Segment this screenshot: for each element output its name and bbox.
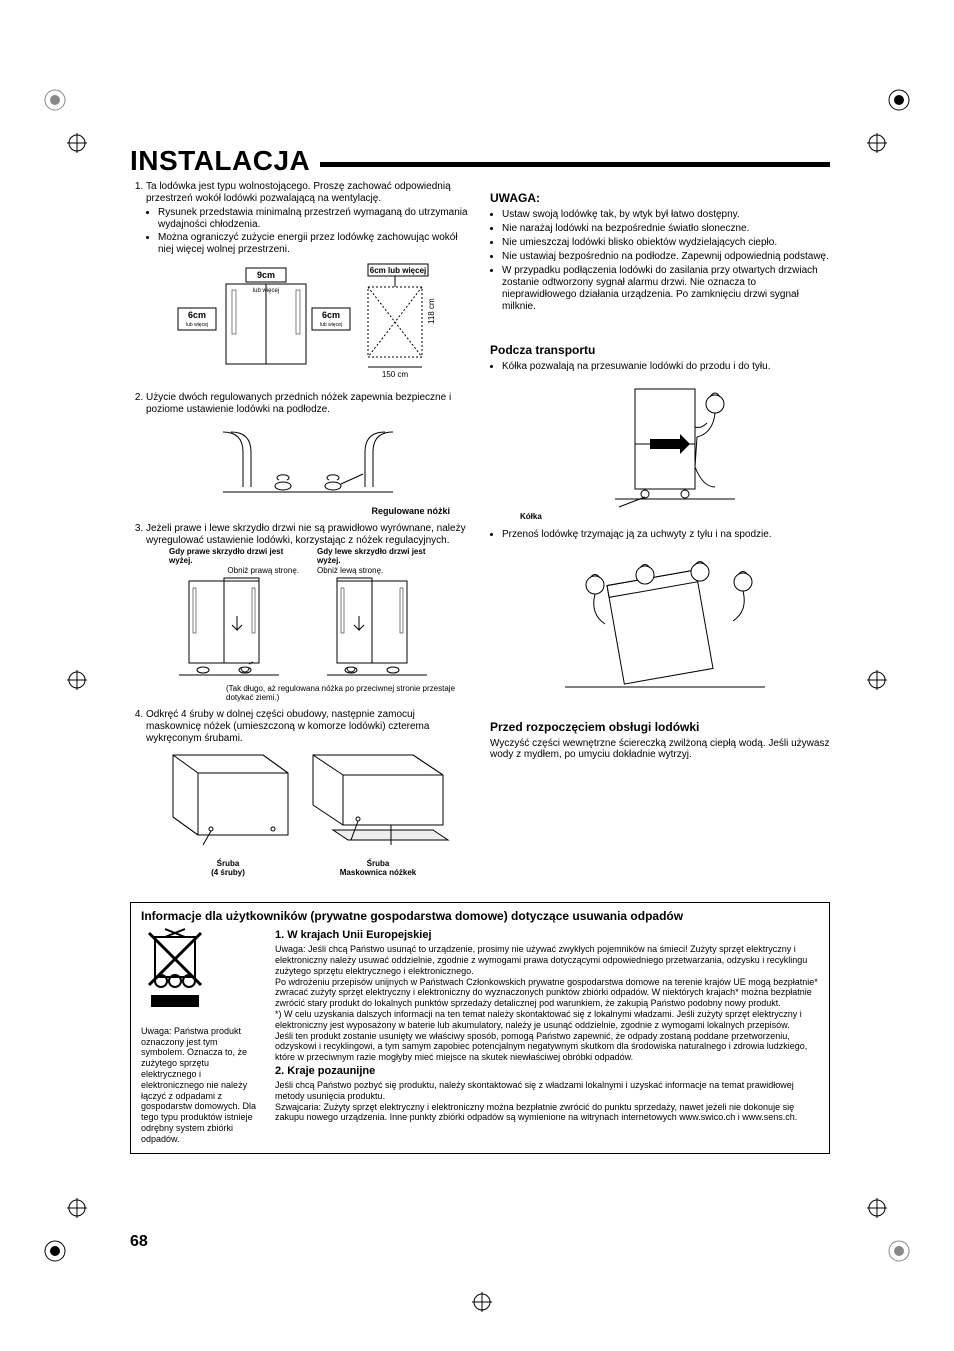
- screw-label-2: Śruba: [303, 859, 453, 869]
- crosshair-right-mid: [862, 665, 892, 695]
- carry-text: Przenoś lodówkę trzymając ją za uchwyty …: [502, 529, 830, 541]
- crosshair-right-bot: [862, 1193, 892, 1223]
- step-2-text: Użycie dwóch regulowanych przednich nóże…: [146, 392, 451, 415]
- noneu-heading: 2. Kraje pozaunijne: [275, 1065, 819, 1078]
- disposal-info-box: Informacje dla użytkowników (prywatne go…: [130, 902, 830, 1154]
- uwaga-heading: UWAGA:: [490, 191, 830, 205]
- left-door-title: Gdy lewe skrzydło drzwi jest wyżej.: [317, 547, 447, 566]
- title-rule: [320, 162, 830, 167]
- page-title: INSTALACJA: [130, 145, 830, 177]
- clearance-figure: 9cm lub więcej 6cm lub więcej 6cm lub wi…: [146, 262, 470, 386]
- page-number: 68: [130, 1233, 148, 1251]
- noneu-p2: Szwajcaria: Zużyty sprzęt elektryczny i …: [275, 1102, 819, 1124]
- eu-heading: 1. W krajach Unii Europejskiej: [275, 929, 819, 942]
- crosshair-right-top: [862, 128, 892, 158]
- svg-text:lub więcej: lub więcej: [320, 322, 342, 328]
- step-3-text: Jeżeli prawe i lewe skrzydło drzwi nie s…: [146, 523, 466, 546]
- step-1-bullet-1: Rysunek przedstawia minimalną przestrzeń…: [158, 207, 470, 231]
- weee-symbol: [141, 927, 211, 1017]
- uwaga-1: Ustaw swoją lodówkę tak, by wtyk był łat…: [502, 209, 830, 221]
- right-door-figure: [169, 576, 289, 680]
- screw-figure-1: [163, 745, 293, 855]
- svg-text:118 cm: 118 cm: [427, 298, 436, 324]
- reg-mark-bl: [40, 1236, 70, 1266]
- door-note: (Tak długo, aż regulowana nóżka po przec…: [146, 684, 470, 703]
- svg-text:lub więcej: lub więcej: [186, 322, 208, 328]
- cover-label: Maskownica nóżkek: [303, 868, 453, 878]
- left-door-instr: Obniż lewą stronę.: [317, 566, 447, 576]
- eu-p3: *) W celu uzyskania dalszych informacji …: [275, 1009, 819, 1031]
- uwaga-3: Nie umieszczaj lodówki blisko obiektów w…: [502, 237, 830, 249]
- svg-text:6cm: 6cm: [322, 310, 340, 320]
- crosshair-left-mid: [62, 665, 92, 695]
- eu-p1: Uwaga: Jeśli chcą Państwo usunąć to urzą…: [275, 944, 819, 976]
- crosshair-left-bot: [62, 1193, 92, 1223]
- step-3: Jeżeli prawe i lewe skrzydło drzwi nie s…: [146, 523, 470, 703]
- step-4-text: Odkręć 4 śruby w dolnej części obudowy, …: [146, 709, 429, 744]
- before-heading: Przed rozpoczęciem obsługi lodówki: [490, 720, 830, 734]
- step-1: Ta lodówka jest typu wolnostojącego. Pro…: [146, 181, 470, 386]
- eu-p4: Jeśli ten produkt zostanie usunięty we w…: [275, 1031, 819, 1063]
- step-4: Odkręć 4 śruby w dolnej części obudowy, …: [146, 709, 470, 878]
- reg-mark-tr: [884, 85, 914, 115]
- transport-text: Kółka pozwalają na przesuwanie lodówki d…: [502, 361, 830, 373]
- casters-figure: Kółka: [490, 379, 830, 521]
- right-door-title: Gdy prawe skrzydło drzwi jest wyżej.: [169, 547, 299, 566]
- feet-caption: Regulowane nóżki: [146, 506, 470, 517]
- info-left-text: Uwaga: Państwa produkt oznaczony jest ty…: [141, 1026, 261, 1145]
- svg-text:6cm: 6cm: [188, 310, 206, 320]
- svg-text:9cm: 9cm: [257, 270, 275, 280]
- carry-figure: [490, 547, 830, 700]
- uwaga-5: W przypadku podłączenia lodówki do zasil…: [502, 265, 830, 313]
- svg-text:150 cm: 150 cm: [382, 370, 409, 379]
- casters-label: Kółka: [490, 512, 830, 521]
- reg-mark-tl: [40, 85, 70, 115]
- right-door-instr: Obniż prawą stronę.: [169, 566, 299, 576]
- step-2: Użycie dwóch regulowanych przednich nóże…: [146, 392, 470, 517]
- svg-text:lub więcej: lub więcej: [253, 288, 279, 294]
- crosshair-bottom-center: [467, 1287, 497, 1317]
- left-door-figure: [317, 576, 437, 680]
- crosshair-left-top: [62, 128, 92, 158]
- screw-figure-2: [303, 745, 453, 855]
- uwaga-2: Nie narażaj lodówki na bezpośrednie świa…: [502, 223, 830, 235]
- info-title: Informacje dla użytkowników (prywatne go…: [141, 909, 819, 923]
- reg-mark-br: [884, 1236, 914, 1266]
- noneu-p1: Jeśli chcą Państwo pozbyć się produktu, …: [275, 1080, 819, 1102]
- step-1-bullet-2: Można ograniczyć zużycie energii przez l…: [158, 232, 470, 256]
- transport-heading: Podcza transportu: [490, 343, 830, 357]
- title-text: INSTALACJA: [130, 145, 310, 177]
- before-text: Wyczyść części wewnętrzne ściereczką zwi…: [490, 738, 830, 760]
- feet-figure: Regulowane nóżki: [146, 422, 470, 517]
- step-1-text: Ta lodówka jest typu wolnostojącego. Pro…: [146, 181, 451, 204]
- eu-p2: Po wdrożeniu przepisów unijnych w Państw…: [275, 977, 819, 1009]
- svg-text:6cm lub więcej: 6cm lub więcej: [370, 266, 426, 275]
- uwaga-4: Nie ustawiaj bezpośrednio na podłodze. Z…: [502, 251, 830, 263]
- screw-label-1: Śruba (4 śruby): [163, 859, 293, 878]
